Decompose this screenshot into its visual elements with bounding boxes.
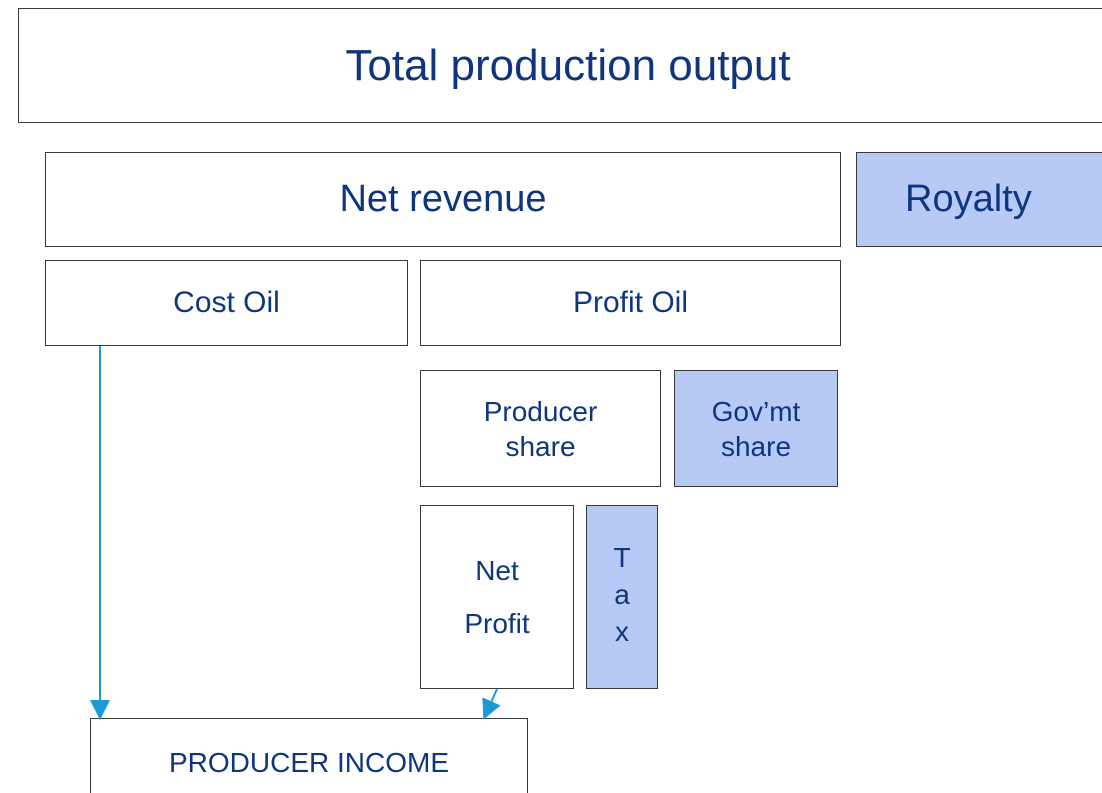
total-output-box: Total production output — [18, 8, 1102, 123]
tax-label: Tax — [606, 541, 638, 653]
tax-box: Tax — [586, 505, 658, 689]
profit-oil-box: Profit Oil — [420, 260, 841, 346]
cost-oil-box: Cost Oil — [45, 260, 408, 346]
royalty-box: Royalty — [856, 152, 1102, 247]
net-profit-box: Net Profit — [420, 505, 574, 689]
net-revenue-box: Net revenue — [45, 152, 841, 247]
arrow — [482, 688, 501, 720]
govt-share-box: Gov’mt share — [674, 370, 838, 487]
producer-income-box: PRODUCER INCOME — [90, 718, 528, 793]
producer-share-box: Producer share — [420, 370, 661, 487]
